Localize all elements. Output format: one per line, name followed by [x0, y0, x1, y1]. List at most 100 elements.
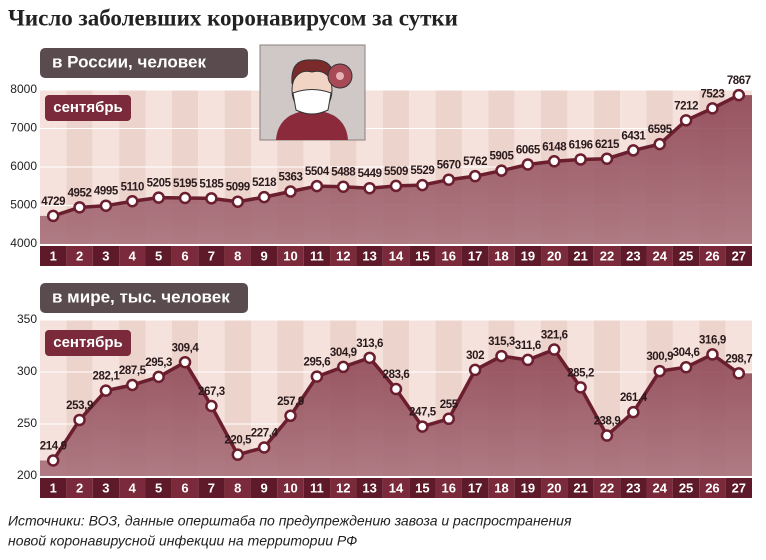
data-point	[178, 355, 192, 369]
day-cell	[356, 246, 383, 266]
day-cell	[672, 478, 700, 498]
x-tick-label: 10	[283, 480, 297, 495]
data-label: 6431	[621, 130, 646, 142]
x-tick-label: 27	[732, 248, 746, 263]
day-cell	[40, 478, 67, 498]
data-point	[363, 351, 376, 365]
data-label: 300,9	[646, 351, 673, 363]
data-point	[732, 88, 746, 102]
x-tick-label: 12	[336, 248, 350, 263]
x-tick-label: 18	[494, 480, 508, 495]
data-point	[46, 454, 60, 467]
data-point	[389, 179, 403, 193]
day-cell	[646, 478, 673, 498]
area-fill	[40, 349, 752, 476]
day-cell	[461, 478, 489, 498]
day-cell	[145, 478, 172, 498]
x-tick-label: 1	[50, 480, 57, 495]
data-label: 214,9	[40, 441, 67, 453]
day-cell	[541, 478, 568, 498]
day-cell	[620, 246, 647, 266]
y-tick-label: 7000	[10, 121, 37, 135]
x-tick-label: 3	[102, 480, 109, 495]
x-tick-label: 3	[102, 248, 109, 263]
x-tick-label: 2	[76, 480, 83, 495]
data-point	[46, 209, 60, 223]
x-tick-label: 8	[234, 248, 241, 263]
data-label: 6215	[595, 139, 620, 151]
day-cell	[488, 478, 515, 498]
data-point	[495, 164, 508, 177]
data-point	[416, 178, 429, 192]
day-cell	[40, 246, 67, 266]
data-point	[389, 382, 403, 396]
data-label: 257,9	[277, 396, 304, 408]
month-label: сентябрь	[53, 334, 123, 351]
y-tick-label: 4000	[10, 236, 37, 250]
data-point	[706, 348, 719, 361]
data-label: 227,4	[251, 428, 279, 440]
x-tick-label: 6	[181, 248, 188, 263]
data-point	[627, 144, 640, 157]
day-cell	[672, 246, 700, 266]
x-tick-label: 7	[208, 480, 215, 495]
data-point	[152, 191, 165, 204]
data-label: 283,6	[383, 369, 410, 381]
data-label: 247,5	[409, 407, 437, 419]
x-tick-label: 15	[415, 480, 429, 495]
day-cell	[699, 246, 726, 266]
data-point	[363, 181, 376, 195]
series-header-box	[40, 48, 248, 78]
data-point	[442, 173, 455, 186]
x-tick-label: 9	[261, 480, 268, 495]
day-cell	[171, 478, 199, 498]
data-point	[679, 360, 693, 374]
data-label: 6196	[569, 139, 593, 151]
day-cell	[66, 478, 93, 498]
data-point	[547, 343, 561, 356]
x-tick-label: 23	[626, 248, 640, 263]
x-tick-label: 19	[521, 480, 535, 495]
day-cell	[356, 478, 383, 498]
day-cell	[567, 478, 594, 498]
data-label: 321,6	[541, 330, 568, 342]
x-tick-label: 6	[181, 480, 188, 495]
data-label: 304,9	[330, 347, 357, 359]
x-tick-label: 10	[283, 248, 297, 263]
data-point	[310, 370, 324, 383]
data-label: 5205	[147, 178, 172, 190]
y-tick-label: 250	[17, 416, 37, 430]
x-tick-label: 17	[468, 248, 482, 263]
day-cell	[171, 246, 199, 266]
day-cell	[198, 246, 225, 266]
data-point	[521, 158, 535, 171]
day-cell	[277, 246, 304, 266]
data-point	[732, 367, 746, 380]
data-label: 5488	[331, 167, 356, 179]
y-tick-label: 200	[17, 468, 37, 482]
data-point	[152, 370, 165, 384]
day-cell	[277, 478, 304, 498]
x-tick-label: 24	[652, 480, 667, 495]
day-cell	[119, 246, 146, 266]
x-tick-label: 26	[705, 248, 719, 263]
day-cell	[514, 478, 542, 498]
month-box	[45, 95, 131, 121]
data-point	[310, 179, 324, 193]
day-cell	[250, 246, 278, 266]
day-cell	[409, 478, 436, 498]
x-tick-label: 24	[652, 248, 667, 263]
day-cell	[198, 478, 225, 498]
day-cell	[488, 246, 515, 266]
data-point	[495, 349, 508, 363]
x-tick-label: 7	[208, 248, 215, 263]
x-tick-label: 25	[679, 480, 693, 495]
data-label: 316,9	[699, 334, 726, 346]
data-label: 4995	[94, 186, 119, 198]
x-tick-label: 17	[468, 480, 482, 495]
day-cell	[725, 478, 752, 498]
x-tick-label: 16	[442, 480, 456, 495]
data-point	[126, 195, 139, 208]
data-label: 5449	[358, 168, 382, 180]
data-label: 5905	[489, 151, 514, 163]
